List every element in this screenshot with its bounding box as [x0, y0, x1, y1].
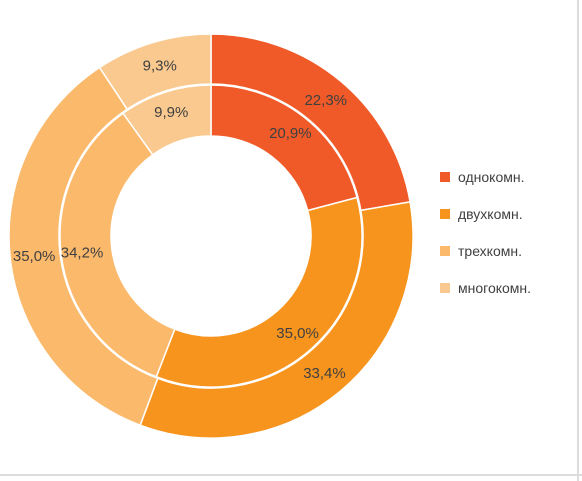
frame-edge-bottom [0, 474, 582, 476]
legend-item-three-room: трехкомн. [440, 241, 531, 260]
outer-label-multi-room: 9,3% [143, 58, 177, 75]
outer-label-three-room: 35,0% [13, 248, 56, 265]
inner-label-two-room: 35,0% [276, 325, 319, 342]
inner-label-three-room: 34,2% [61, 244, 104, 261]
inner-slice-three-room [59, 112, 176, 378]
legend-label-one-room: однокомн. [458, 168, 525, 185]
inner-slice-two-room [155, 196, 363, 388]
legend-item-multi-room: многокомн. [440, 278, 531, 297]
inner-label-multi-room: 9,9% [154, 104, 188, 121]
frame-edge-right [577, 0, 579, 481]
outer-slice-multi-room [98, 33, 212, 111]
legend: однокомн. двухкомн. трехкомн. многокомн. [440, 167, 531, 315]
legend-label-multi-room: многокомн. [458, 279, 532, 296]
outer-slice-three-room [8, 66, 159, 427]
outer-label-one-room: 22,3% [304, 92, 347, 109]
inner-slice-multi-room [121, 84, 212, 156]
legend-label-three-room: трехкомн. [458, 242, 522, 259]
legend-swatch-multi-room [440, 282, 450, 293]
outer-label-two-room: 33,4% [303, 365, 346, 382]
legend-swatch-two-room [440, 208, 450, 219]
legend-label-two-room: двухкомн. [458, 205, 523, 222]
legend-item-two-room: двухкомн. [440, 204, 531, 223]
inner-label-one-room: 20,9% [269, 125, 312, 142]
legend-swatch-three-room [440, 245, 450, 256]
legend-item-one-room: однокомн. [440, 167, 531, 186]
legend-swatch-one-room [440, 171, 450, 182]
